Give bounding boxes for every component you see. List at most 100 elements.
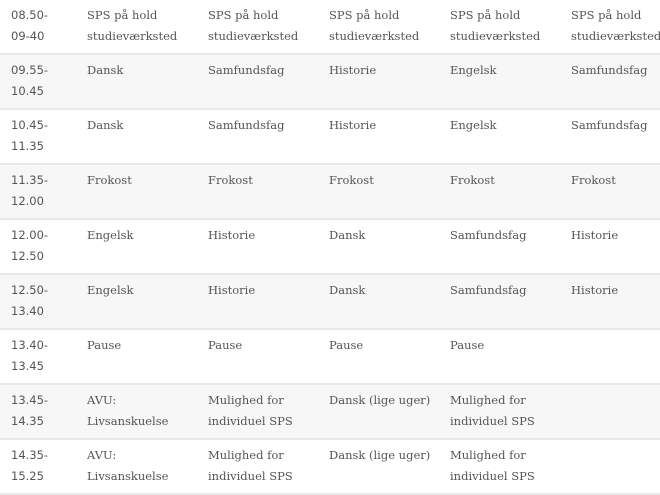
subject-cell: SPS på hold studieværksted (87, 0, 208, 55)
subject-cell: Pause (329, 329, 450, 385)
subject-label: Historie (329, 118, 377, 132)
subject-cell: Mulighed for individuel SPS (208, 439, 329, 495)
subject-cell: AVU: Livsanskuelse (87, 439, 208, 495)
table-row: 10.45- 11.35 Dansk Samfundsfag Historie Enge… (0, 109, 660, 165)
table-row: 11.35- 12.00 Frokost Frokost Frokost Frokost… (0, 164, 660, 220)
subject-label: Pause (450, 338, 485, 352)
subject-label: Mulighed for individuel SPS (208, 448, 293, 483)
subject-cell: Mulighed for individuel SPS (450, 439, 571, 495)
table-row: 09.55- 10.45 Dansk Samfundsfag Historie Enge… (0, 54, 660, 110)
subject-label: Historie (571, 283, 619, 297)
subject-cell: Samfundsfag (208, 54, 329, 110)
subject-label: Frokost (87, 173, 132, 187)
subject-cell: Historie (571, 219, 660, 275)
time-cell: 13.40- 13.45 (0, 329, 87, 385)
subject-label: Historie (571, 228, 619, 242)
subject-label: Samfundsfag (571, 63, 648, 77)
table-row: 13.45- 14.35 AVU: Livsanskuelse Mulighed f… (0, 384, 660, 440)
subject-cell (571, 384, 660, 440)
subject-label: SPS på hold studieværksted (571, 8, 660, 43)
subject-cell: AVU: Livsanskuelse (87, 384, 208, 440)
time-cell: 14.35- 15.25 (0, 439, 87, 495)
subject-cell: Mulighed for individuel SPS (450, 384, 571, 440)
table-row: 14.35- 15.25 AVU: Livsanskuelse Mulighed f… (0, 439, 660, 495)
subject-label: Mulighed for individuel SPS (208, 393, 293, 428)
subject-cell: Frokost (87, 164, 208, 220)
subject-label: Pause (329, 338, 364, 352)
subject-cell: Pause (208, 329, 329, 385)
table-row: 08.50- 09-40 SPS på hold studieværksted SP… (0, 0, 660, 55)
subject-cell: SPS på hold studieværksted (208, 0, 329, 55)
subject-label: Frokost (329, 173, 374, 187)
subject-cell (571, 439, 660, 495)
time-cell: 13.45- 14.35 (0, 384, 87, 440)
subject-label: SPS på hold studieværksted (208, 8, 299, 43)
subject-cell: Engelsk (87, 219, 208, 275)
time-cell: 12.00- 12.50 (0, 219, 87, 275)
subject-label: Samfundsfag (450, 228, 527, 242)
subject-cell: Frokost (450, 164, 571, 220)
subject-cell: Dansk (87, 109, 208, 165)
subject-cell: Frokost (329, 164, 450, 220)
subject-cell: Pause (450, 329, 571, 385)
subject-cell: Dansk (87, 54, 208, 110)
subject-cell: Historie (208, 274, 329, 330)
subject-cell: Historie (571, 274, 660, 330)
time-cell: 12.50- 13.40 (0, 274, 87, 330)
subject-label: SPS på hold studieværksted (450, 8, 541, 43)
subject-label: Mulighed for individuel SPS (450, 448, 535, 483)
subject-cell: Dansk (329, 219, 450, 275)
subject-label: Samfundsfag (571, 118, 648, 132)
subject-cell: Historie (208, 219, 329, 275)
subject-cell: Engelsk (450, 109, 571, 165)
subject-cell: Samfundsfag (208, 109, 329, 165)
subject-label: Engelsk (87, 283, 134, 297)
table-row: 12.00- 12.50 Engelsk Historie Dansk Samfunds… (0, 219, 660, 275)
subject-label: Samfundsfag (208, 118, 285, 132)
subject-label: Historie (208, 228, 256, 242)
subject-label: Pause (208, 338, 243, 352)
subject-label: Engelsk (450, 63, 497, 77)
subject-label: Historie (329, 63, 377, 77)
subject-label: Mulighed for individuel SPS (450, 393, 535, 428)
subject-label: Frokost (571, 173, 616, 187)
subject-label: Historie (208, 283, 256, 297)
subject-cell: Samfundsfag (450, 219, 571, 275)
table-row: 13.40- 13.45 Pause Pause Pause Pause (0, 329, 660, 385)
subject-label: Samfundsfag (208, 63, 285, 77)
time-cell: 08.50- 09-40 (0, 0, 87, 55)
subject-cell: Dansk (329, 274, 450, 330)
subject-label: SPS på hold studieværksted (329, 8, 420, 43)
subject-cell: Historie (329, 54, 450, 110)
table-row: 12.50- 13.40 Engelsk Historie Dansk Samfunds… (0, 274, 660, 330)
subject-label: Dansk (87, 118, 124, 132)
subject-label: Engelsk (87, 228, 134, 242)
subject-label: Dansk (87, 63, 124, 77)
subject-label: AVU: Livsanskuelse (87, 393, 169, 428)
subject-cell: Dansk (lige uger) (329, 384, 450, 440)
subject-label: Samfundsfag (450, 283, 527, 297)
time-cell: 11.35- 12.00 (0, 164, 87, 220)
subject-cell: Historie (329, 109, 450, 165)
subject-cell: Engelsk (450, 54, 571, 110)
subject-label: Frokost (450, 173, 495, 187)
subject-cell: SPS på hold studieværksted (571, 0, 660, 55)
subject-cell: Samfundsfag (571, 109, 660, 165)
subject-cell: Mulighed for individuel SPS (208, 384, 329, 440)
subject-label: SPS på hold studieværksted (87, 8, 178, 43)
subject-cell: Samfundsfag (571, 54, 660, 110)
subject-label: AVU: Livsanskuelse (87, 448, 169, 483)
subject-cell (571, 329, 660, 385)
subject-label: Dansk (329, 283, 366, 297)
subject-cell: Frokost (208, 164, 329, 220)
subject-cell: SPS på hold studieværksted (450, 0, 571, 55)
subject-label: Dansk (lige uger) (329, 448, 431, 462)
subject-cell: Engelsk (87, 274, 208, 330)
subject-cell: Dansk (lige uger) (329, 439, 450, 495)
subject-label: Engelsk (450, 118, 497, 132)
time-cell: 09.55- 10.45 (0, 54, 87, 110)
subject-label: Dansk (lige uger) (329, 393, 431, 407)
subject-cell: SPS på hold studieværksted (329, 0, 450, 55)
subject-label: Pause (87, 338, 122, 352)
